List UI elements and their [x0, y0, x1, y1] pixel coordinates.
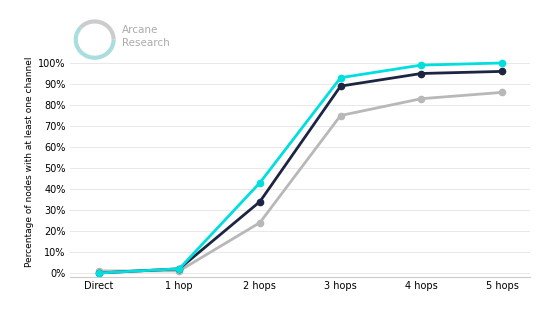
Y-axis label: Percentage of nodes with at least one channel: Percentage of nodes with at least one ch… [25, 56, 34, 267]
Text: Arcane
Research: Arcane Research [122, 25, 169, 48]
